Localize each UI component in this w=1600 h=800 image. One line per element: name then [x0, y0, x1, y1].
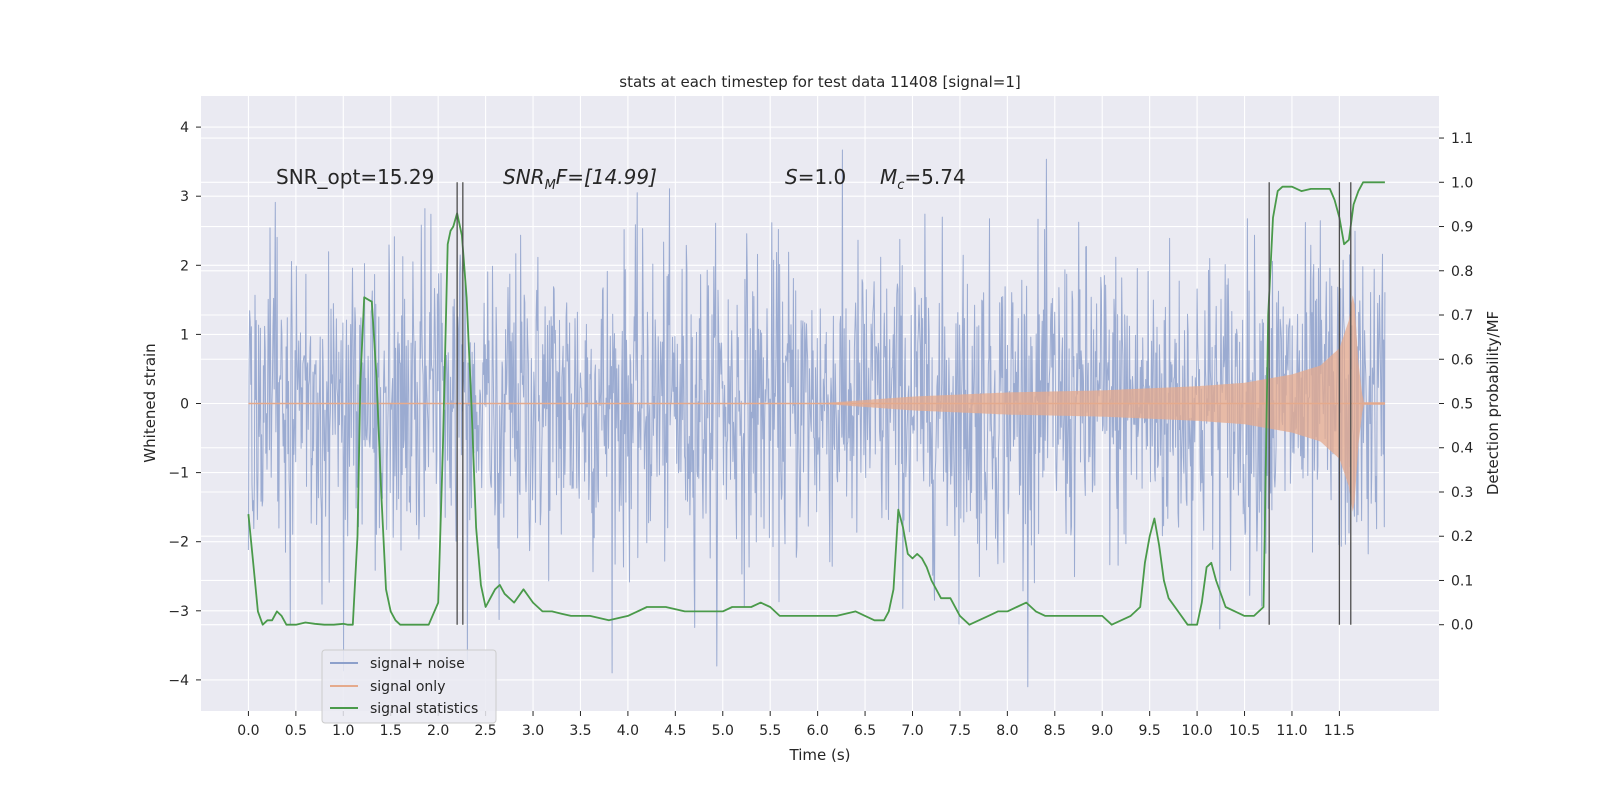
x-tick-label: 3.5	[569, 723, 591, 739]
y-right-tick-label: 0.2	[1451, 529, 1473, 545]
y-left-tick-label: −2	[168, 535, 189, 551]
legend-label-signal-statistics: signal statistics	[370, 701, 478, 717]
x-tick-label: 8.0	[996, 723, 1018, 739]
x-tick-label: 3.0	[522, 723, 544, 739]
signal-noise-line	[247, 149, 1386, 688]
x-tick-label: 0.0	[237, 723, 259, 739]
x-tick-label: 10.0	[1182, 723, 1213, 739]
y-right-tick-label: 0.6	[1451, 352, 1473, 368]
y-right-axis-label: Detection probability/MF	[1484, 311, 1502, 495]
y-right-tick-label: 0.3	[1451, 485, 1473, 501]
x-tick-label: 2.5	[474, 723, 496, 739]
y-right-tick-label: 0.4	[1451, 441, 1473, 457]
x-axis-ticks: 0.0 0.5 1.0 1.5 2.0 2.5 3.0 3.5 4.0 4.5 5.0 5.5 6.0 6…	[237, 711, 1355, 739]
y-left-tick-label: 2	[180, 258, 189, 274]
y-left-tick-label: 4	[180, 120, 189, 136]
legend-label-signal-only: signal only	[370, 679, 445, 695]
annotation-snr-mf: SNRMF=[14.99]	[503, 165, 657, 193]
signal-statistics-line	[247, 181, 1385, 626]
x-tick-label: 0.5	[285, 723, 307, 739]
x-tick-label: 6.5	[854, 723, 876, 739]
y-right-axis-ticks: 1.1 1.0 0.9 0.8 0.7 0.6 0.5 0.4 0.3 0.2 0.1 0.0	[1439, 131, 1473, 634]
y-left-tick-label: −1	[168, 466, 189, 482]
x-tick-label: 1.0	[332, 723, 354, 739]
x-axis-label: Time (s)	[789, 746, 851, 764]
annotation-s: S=1.0	[785, 165, 846, 189]
x-tick-label: 9.5	[1139, 723, 1161, 739]
series-signal-statistics	[247, 181, 1385, 626]
x-tick-label: 9.0	[1091, 723, 1113, 739]
x-tick-label: 2.0	[427, 723, 449, 739]
x-tick-label: 8.5	[1044, 723, 1066, 739]
x-tick-label: 4.5	[664, 723, 686, 739]
y-right-tick-label: 0.0	[1451, 618, 1473, 634]
chart-title: stats at each timestep for test data 114…	[619, 73, 1020, 91]
series-signal-only	[248, 295, 1385, 512]
annotation-snr-opt: SNR_opt=15.29	[276, 165, 434, 189]
y-left-tick-label: −4	[168, 673, 189, 689]
x-tick-label: 11.5	[1324, 723, 1355, 739]
y-left-tick-label: −3	[168, 604, 189, 620]
y-right-tick-label: 1.1	[1451, 131, 1473, 147]
x-tick-label: 4.0	[617, 723, 639, 739]
y-right-tick-label: 0.7	[1451, 308, 1473, 324]
y-left-tick-label: 1	[180, 327, 189, 343]
y-right-tick-label: 0.1	[1451, 573, 1473, 589]
y-left-tick-label: 3	[180, 189, 189, 205]
x-tick-label: 5.0	[712, 723, 734, 739]
y-right-tick-label: 0.5	[1451, 397, 1473, 413]
y-right-tick-label: 1.0	[1451, 175, 1473, 191]
x-tick-label: 7.0	[901, 723, 923, 739]
legend-label-signal-noise: signal+ noise	[370, 656, 465, 672]
x-tick-label: 10.5	[1229, 723, 1260, 739]
y-right-tick-label: 0.8	[1451, 264, 1473, 280]
x-tick-label: 6.0	[806, 723, 828, 739]
legend-box	[321, 649, 497, 724]
y-left-tick-label: 0	[180, 397, 189, 413]
y-left-axis-ticks: 4 3 2 1 0 −1 −2 −3 −4	[168, 120, 201, 689]
x-tick-label: 7.5	[949, 723, 971, 739]
series-signal-noise	[247, 149, 1386, 688]
x-tick-label: 1.5	[380, 723, 402, 739]
y-left-axis-label: Whitened strain	[141, 343, 159, 462]
x-tick-label: 11.0	[1276, 723, 1307, 739]
legend: signal+ noise signal only signal statist…	[321, 649, 497, 724]
y-right-tick-label: 0.9	[1451, 220, 1473, 236]
x-tick-label: 5.5	[759, 723, 781, 739]
window-markers	[456, 182, 1352, 625]
annotation-mc: Mc=5.74	[880, 165, 966, 193]
